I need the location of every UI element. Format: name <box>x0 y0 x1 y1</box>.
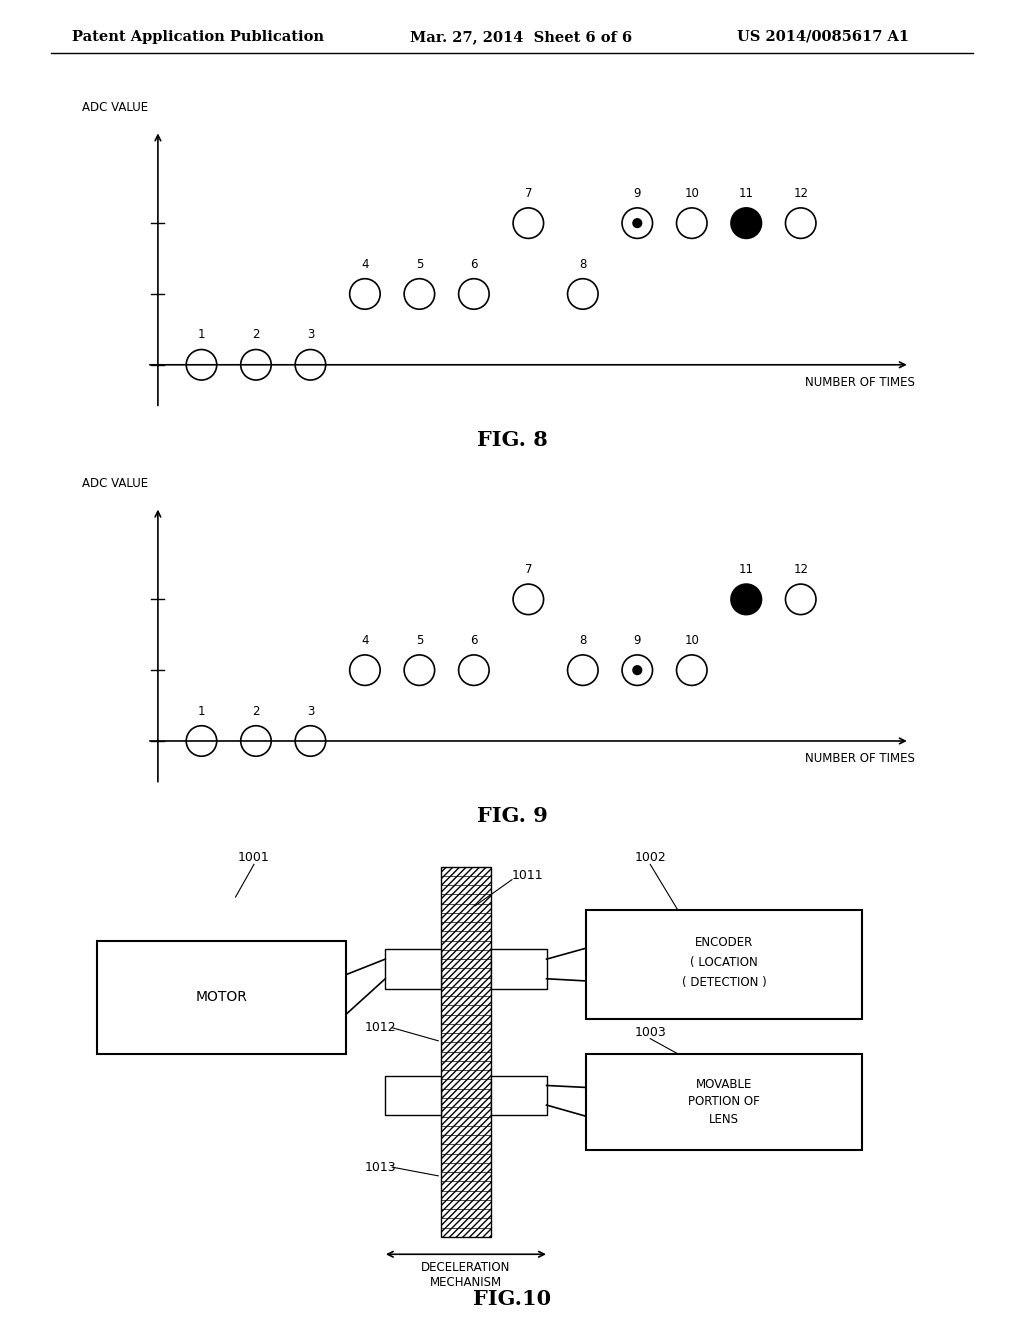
Text: 4: 4 <box>361 634 369 647</box>
Text: PORTION OF: PORTION OF <box>688 1096 760 1109</box>
Text: 11: 11 <box>738 562 754 576</box>
Bar <box>385 949 440 989</box>
Bar <box>97 941 346 1053</box>
Circle shape <box>731 583 762 615</box>
Bar <box>385 1076 440 1115</box>
Text: 8: 8 <box>580 257 587 271</box>
Text: 5: 5 <box>416 634 423 647</box>
Text: MOVABLE: MOVABLE <box>695 1078 753 1090</box>
Text: Patent Application Publication: Patent Application Publication <box>72 30 324 44</box>
Text: 2: 2 <box>252 329 260 342</box>
Text: NUMBER OF TIMES: NUMBER OF TIMES <box>805 376 915 388</box>
Text: 5: 5 <box>416 257 423 271</box>
Text: 3: 3 <box>307 705 314 718</box>
Text: 7: 7 <box>524 562 532 576</box>
Text: 8: 8 <box>580 634 587 647</box>
Circle shape <box>633 219 642 227</box>
Text: 9: 9 <box>634 634 641 647</box>
Bar <box>440 867 492 1237</box>
Text: FIG. 8: FIG. 8 <box>476 430 548 450</box>
Text: 12: 12 <box>794 186 808 199</box>
Text: 7: 7 <box>524 186 532 199</box>
Text: NUMBER OF TIMES: NUMBER OF TIMES <box>805 752 915 764</box>
Bar <box>492 1076 547 1115</box>
Text: 10: 10 <box>684 634 699 647</box>
Text: US 2014/0085617 A1: US 2014/0085617 A1 <box>737 30 909 44</box>
Text: Mar. 27, 2014  Sheet 6 of 6: Mar. 27, 2014 Sheet 6 of 6 <box>410 30 632 44</box>
Text: LENS: LENS <box>709 1113 739 1126</box>
Text: ( LOCATION: ( LOCATION <box>690 956 758 969</box>
Text: ( DETECTION ): ( DETECTION ) <box>682 975 766 989</box>
Text: DECELERATION
MECHANISM: DECELERATION MECHANISM <box>421 1261 511 1288</box>
Text: 3: 3 <box>307 329 314 342</box>
Text: 10: 10 <box>684 186 699 199</box>
Text: 1: 1 <box>198 705 205 718</box>
Text: 1003: 1003 <box>634 1026 667 1039</box>
Text: ENCODER: ENCODER <box>695 936 753 949</box>
Text: 1011: 1011 <box>512 869 544 882</box>
Text: FIG.10: FIG.10 <box>473 1290 551 1309</box>
Bar <box>492 949 547 989</box>
Text: 1002: 1002 <box>634 851 667 865</box>
Text: 11: 11 <box>738 186 754 199</box>
Text: 12: 12 <box>794 562 808 576</box>
Text: 1012: 1012 <box>365 1022 396 1035</box>
Text: 9: 9 <box>634 186 641 199</box>
Text: 4: 4 <box>361 257 369 271</box>
Text: ADC VALUE: ADC VALUE <box>82 102 147 115</box>
Text: MOTOR: MOTOR <box>196 990 248 1005</box>
Bar <box>586 1053 862 1150</box>
Text: FIG. 9: FIG. 9 <box>476 807 548 826</box>
Text: 1013: 1013 <box>365 1160 396 1173</box>
Text: 6: 6 <box>470 257 477 271</box>
Text: 2: 2 <box>252 705 260 718</box>
Text: ADC VALUE: ADC VALUE <box>82 478 147 491</box>
Text: 1001: 1001 <box>238 851 270 865</box>
Text: 1: 1 <box>198 329 205 342</box>
Circle shape <box>633 665 642 675</box>
Circle shape <box>731 207 762 239</box>
Bar <box>586 911 862 1019</box>
Text: 6: 6 <box>470 634 477 647</box>
